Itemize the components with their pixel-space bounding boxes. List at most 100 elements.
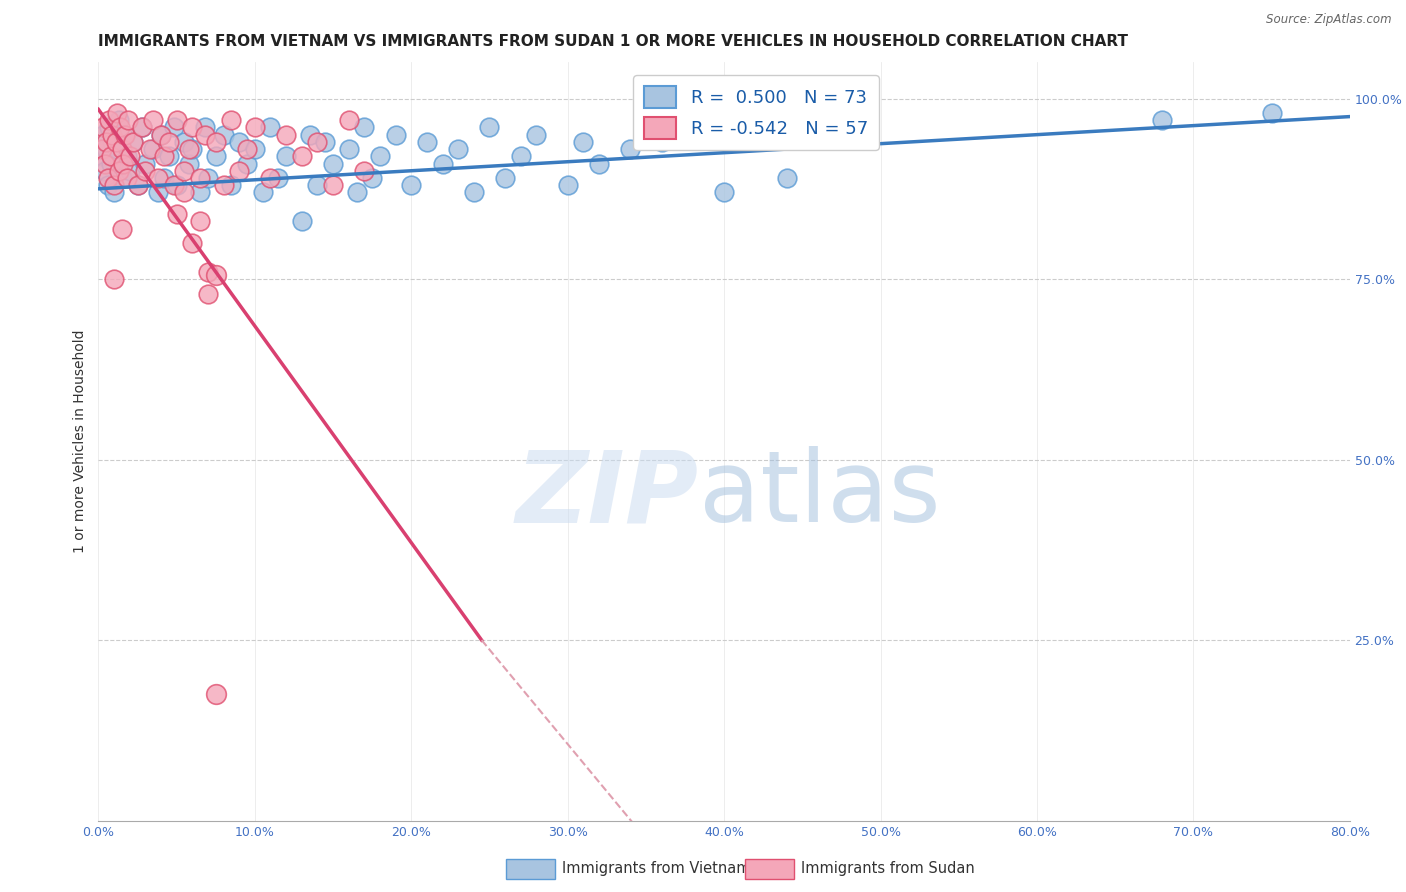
Point	[307, 178, 329, 193]
Point	[204, 687, 226, 701]
Point	[236, 142, 259, 156]
Point	[127, 178, 149, 193]
Point	[682, 128, 704, 142]
Point	[416, 135, 439, 149]
Point	[572, 135, 595, 149]
Text: Immigrants from Sudan: Immigrants from Sudan	[801, 862, 976, 876]
Point	[361, 171, 384, 186]
Point	[197, 286, 219, 301]
Text: IMMIGRANTS FROM VIETNAM VS IMMIGRANTS FROM SUDAN 1 OR MORE VEHICLES IN HOUSEHOLD: IMMIGRANTS FROM VIETNAM VS IMMIGRANTS FR…	[98, 34, 1129, 49]
Point	[252, 186, 274, 200]
Point	[111, 171, 134, 186]
Point	[228, 135, 250, 149]
Point	[353, 163, 375, 178]
Point	[103, 186, 125, 200]
Point	[291, 149, 314, 163]
Point	[322, 156, 344, 170]
Text: atlas: atlas	[699, 446, 941, 543]
Point	[117, 113, 139, 128]
Point	[194, 120, 217, 135]
Point	[228, 163, 250, 178]
Point	[162, 120, 184, 135]
Point	[776, 171, 799, 186]
Point	[259, 171, 281, 186]
Point	[204, 135, 226, 149]
Point	[146, 171, 169, 186]
Point	[650, 135, 672, 149]
Point	[93, 156, 115, 170]
Point	[157, 135, 180, 149]
Point	[274, 128, 298, 142]
Point	[212, 128, 235, 142]
Point	[96, 142, 118, 156]
Point	[314, 135, 336, 149]
Point	[142, 142, 165, 156]
Point	[150, 128, 173, 142]
Point	[401, 178, 423, 193]
Point	[188, 214, 211, 228]
Point	[105, 142, 128, 156]
Point	[337, 142, 360, 156]
Point	[243, 142, 266, 156]
Point	[259, 120, 281, 135]
Point	[118, 163, 141, 178]
Point	[181, 120, 204, 135]
Point	[557, 178, 579, 193]
Point	[322, 178, 344, 193]
Point	[494, 171, 516, 186]
Point	[121, 135, 143, 149]
Point	[197, 171, 219, 186]
Point	[104, 135, 127, 149]
Point	[744, 120, 766, 135]
Point	[114, 128, 136, 142]
Point	[384, 128, 406, 142]
Point	[110, 120, 132, 135]
Point	[134, 156, 156, 170]
Point	[298, 128, 321, 142]
Point	[173, 186, 195, 200]
Point	[115, 149, 138, 163]
Point	[509, 149, 531, 163]
Point	[150, 128, 173, 142]
Point	[291, 214, 314, 228]
Point	[134, 163, 156, 178]
Point	[307, 135, 329, 149]
Point	[236, 156, 259, 170]
Point	[111, 221, 134, 235]
Point	[221, 113, 243, 128]
Point	[118, 149, 141, 163]
Y-axis label: 1 or more Vehicles in Household: 1 or more Vehicles in Household	[73, 330, 87, 553]
Point	[197, 265, 219, 279]
Point	[194, 128, 217, 142]
Point	[173, 163, 195, 178]
Point	[212, 178, 235, 193]
Point	[447, 142, 470, 156]
Point	[368, 149, 391, 163]
Point	[112, 128, 135, 142]
Point	[90, 142, 112, 156]
Point	[96, 135, 118, 149]
Point	[204, 149, 226, 163]
Point	[115, 171, 138, 186]
Point	[188, 186, 211, 200]
Point	[221, 178, 243, 193]
Point	[107, 113, 129, 128]
Point	[181, 235, 204, 250]
Point	[478, 120, 501, 135]
Point	[97, 178, 120, 193]
Point	[166, 178, 188, 193]
Point	[243, 120, 266, 135]
Legend: R =  0.500   N = 73, R = -0.542   N = 57: R = 0.500 N = 73, R = -0.542 N = 57	[633, 75, 879, 150]
Point	[267, 171, 290, 186]
Point	[1260, 106, 1282, 120]
Point	[346, 186, 368, 200]
Point	[588, 156, 610, 170]
Point	[91, 120, 114, 135]
Point	[142, 113, 165, 128]
Point	[131, 120, 153, 135]
Text: Immigrants from Vietnam: Immigrants from Vietnam	[562, 862, 751, 876]
Point	[111, 142, 134, 156]
Point	[101, 128, 124, 142]
Point	[97, 171, 120, 186]
Point	[188, 171, 211, 186]
